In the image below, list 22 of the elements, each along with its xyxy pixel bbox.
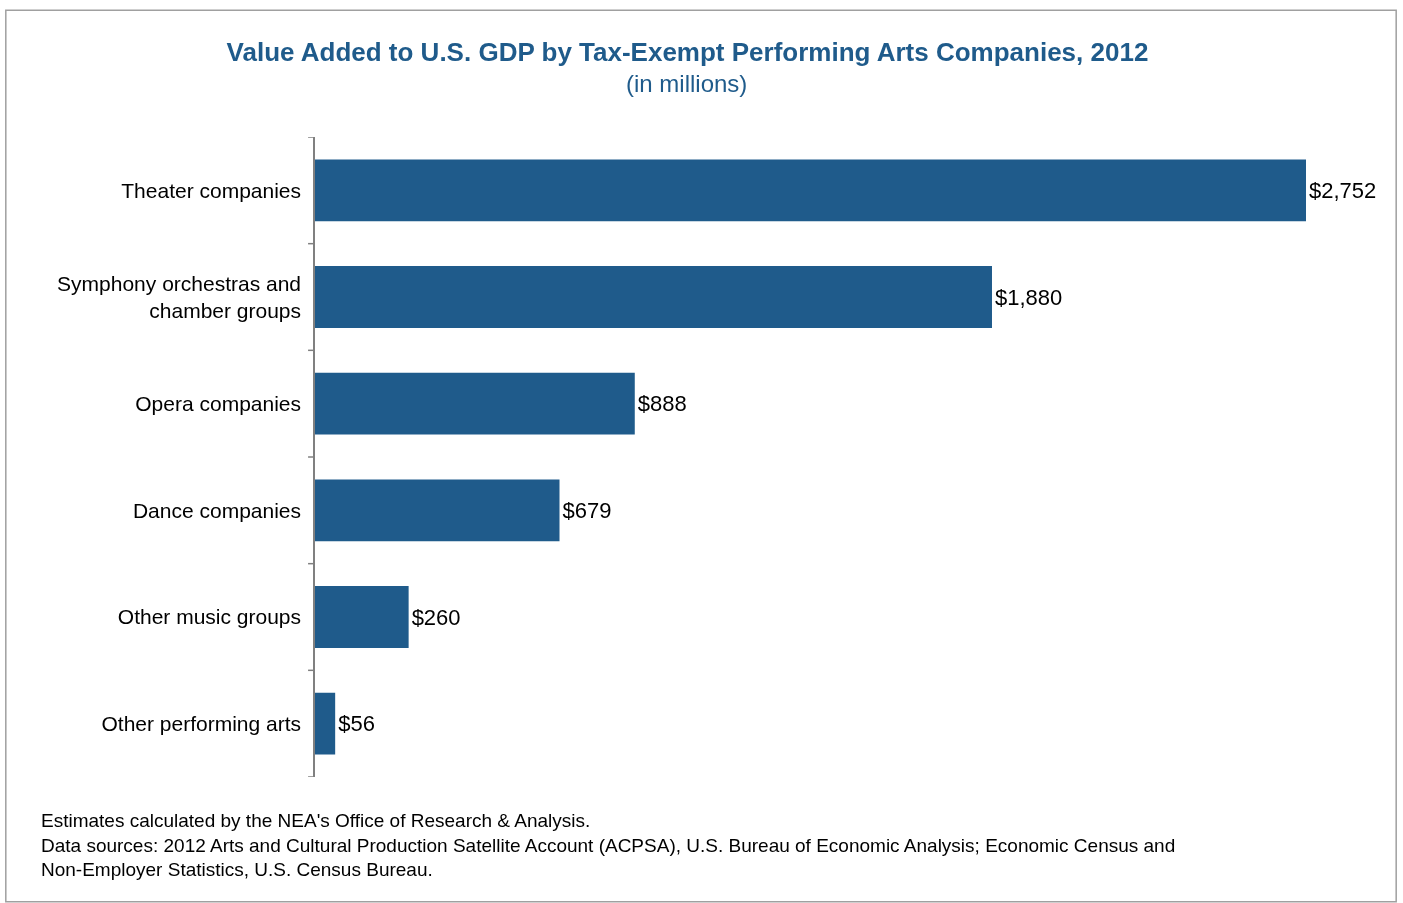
- data-label: $679: [562, 497, 612, 523]
- y-tick-label: Dance companies: [132, 498, 302, 522]
- y-tick-label: Theater companies: [121, 178, 302, 202]
- bar: [315, 479, 560, 542]
- y-tick-label: Symphony orchestras and chamber groups: [57, 271, 302, 322]
- data-label: $2,752: [1309, 177, 1377, 203]
- bar: [315, 266, 992, 328]
- data-label: $56: [338, 711, 375, 737]
- data-label: $260: [411, 604, 461, 630]
- y-tick-label: Other performing arts: [101, 712, 302, 736]
- data-label: $1,880: [994, 284, 1063, 310]
- bar: [315, 159, 1306, 222]
- bar: [315, 586, 409, 648]
- data-label: $888: [637, 391, 687, 417]
- y-tick-label: Other music groups: [117, 605, 302, 629]
- bar: [315, 372, 635, 435]
- y-tick-label: Opera companies: [135, 392, 302, 416]
- text: Estimates calculated by the NEA's Office of Research & Analysis.: [41, 810, 591, 831]
- chart-title: Value Added to U.S. GDP by Tax-Exempt Performing Arts Companies, 2012: [226, 37, 1149, 68]
- bar: [315, 692, 336, 755]
- text: Data sources: 2012 Arts and Cultural Production Satellite Account (ACPSA), U.S. Bureau of Economic Analysis; Economic Census and Non-Employer Statistics, U.S. Census Bureau.: [41, 834, 1176, 881]
- chart-subtitle: (in millions): [626, 70, 748, 97]
